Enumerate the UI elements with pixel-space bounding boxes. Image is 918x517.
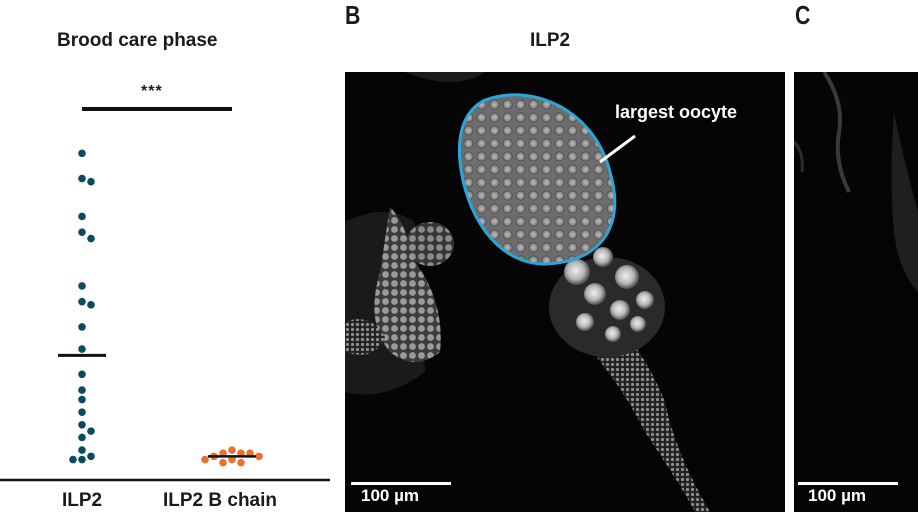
data-point-ilp2-b-chain-3 [246,449,254,458]
data-point-ilp2-14 [78,408,86,416]
dot-plot [0,107,330,482]
data-point-ilp2-7 [78,297,86,306]
significance-label: *** [141,83,163,100]
oocyte-outline [457,93,617,266]
panel-c-image [794,72,918,292]
data-point-ilp2-12 [78,386,86,394]
panel-c-scale-bar-label: 100 µm [808,486,866,505]
dots-layer [69,149,263,467]
data-point-ilp2-6 [78,282,86,290]
data-point-ilp2-19 [87,452,95,461]
annotation-pointer [599,134,636,164]
data-point-ilp2-8 [87,301,95,309]
means-layer [58,353,256,458]
data-point-ilp2-0 [78,149,86,158]
scale-bar [351,482,451,485]
micrograph-panel-c: 100 µm [794,72,918,512]
annotation-largest-oocyte: largest oocyte [615,102,738,122]
data-point-ilp2-15 [78,421,86,429]
data-point-ilp2-13 [78,395,86,404]
data-point-ilp2-10 [78,345,86,353]
data-point-ilp2-b-chain-8 [237,458,245,467]
ovary-image [345,72,710,512]
data-point-ilp2-b-chain-2 [219,449,227,458]
panel-c-scale-bar [798,482,898,485]
panel-b-letter: B [345,0,361,30]
micrograph-ilp2: largest oocyte 100 µm [345,72,785,512]
data-point-ilp2-11 [78,370,86,379]
panel-b-title: ILP2 [530,30,571,51]
data-point-ilp2-b-chain-9 [219,458,227,467]
data-point-ilp2-3 [78,212,86,221]
data-point-ilp2-b-chain-1 [237,449,245,458]
data-point-ilp2-b-chain-5 [255,452,263,461]
data-point-ilp2-b-chain-7 [201,455,209,464]
data-point-ilp2-20 [78,455,86,464]
data-point-ilp2-4 [78,228,86,237]
x-tick-label-ilp2: ILP2 [61,490,103,511]
data-point-ilp2-1 [78,174,86,183]
data-point-ilp2-21 [69,455,77,464]
panel-c-letter: C [795,0,811,30]
data-point-ilp2-2 [87,177,95,186]
panel-a-title: Brood care phase [57,30,218,51]
data-point-ilp2-5 [87,234,95,243]
scale-bar-label: 100 µm [361,486,419,505]
data-point-ilp2-17 [78,433,86,442]
x-tick-label-ilp2-b-chain: ILP2 B chain [162,490,278,511]
data-point-ilp2-16 [87,427,95,435]
data-point-ilp2-b-chain-6 [228,455,236,464]
data-point-ilp2-9 [78,323,86,331]
data-point-ilp2-18 [78,446,86,454]
data-point-ilp2-b-chain-0 [228,446,236,454]
